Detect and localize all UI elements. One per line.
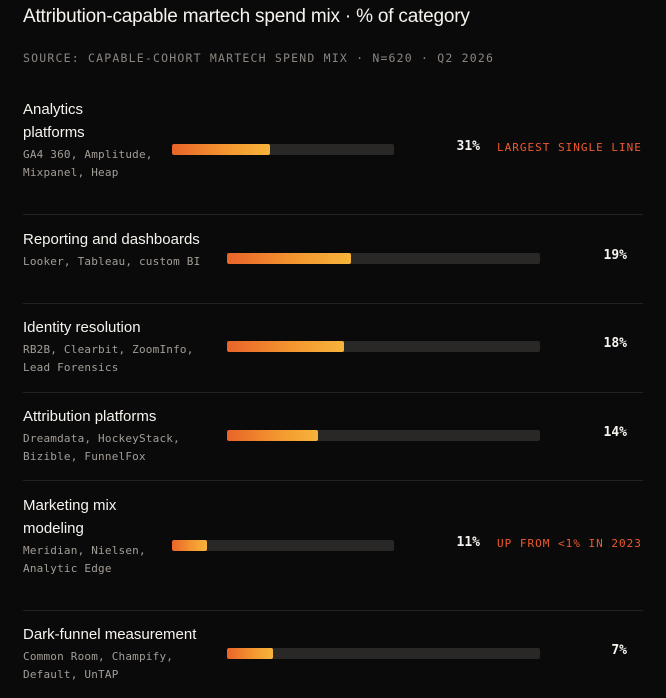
- value-label: 18%: [603, 336, 627, 351]
- value-label: 11%: [456, 535, 480, 550]
- annotation-note: UP FROM <1% IN 2023: [497, 537, 642, 550]
- vendor-list: Meridian, Nielsen, Analytic Edge: [23, 544, 146, 575]
- bar-track: [172, 540, 394, 551]
- row-divider: [23, 480, 643, 481]
- chart-source: SOURCE: CAPABLE-COHORT MARTECH SPEND MIX…: [23, 51, 495, 65]
- category-label: Marketing mix modeling: [23, 497, 117, 537]
- bar-fill: [227, 341, 345, 352]
- bar-fill: [227, 648, 273, 659]
- bar-track: [227, 253, 540, 264]
- bar-track: [227, 341, 540, 352]
- bar-track: [227, 430, 540, 441]
- row-divider: [23, 303, 643, 304]
- vendor-list: Looker, Tableau, custom BI: [23, 255, 201, 268]
- category-label: Identity resolution: [23, 319, 141, 336]
- category-label: Analytics platforms: [23, 101, 85, 141]
- row-divider: [23, 610, 643, 611]
- bar-track: [227, 648, 540, 659]
- vendor-list: Dreamdata, HockeyStack, Bizible, FunnelF…: [23, 432, 180, 463]
- bar-fill: [172, 540, 207, 551]
- vendor-list: Common Room, Champify, Default, UnTAP: [23, 650, 174, 681]
- bar-track: [172, 144, 394, 155]
- bar-fill: [172, 144, 271, 155]
- annotation-note: LARGEST SINGLE LINE: [497, 141, 642, 154]
- value-label: 7%: [611, 643, 627, 658]
- row-divider: [23, 392, 643, 393]
- category-label: Reporting and dashboards: [23, 231, 200, 248]
- category-label: Dark-funnel measurement: [23, 626, 197, 643]
- vendor-list: GA4 360, Amplitude, Mixpanel, Heap: [23, 148, 153, 179]
- chart-title: Attribution-capable martech spend mix · …: [23, 6, 470, 27]
- category-label: Attribution platforms: [23, 408, 157, 425]
- bar-fill: [227, 430, 319, 441]
- vendor-list: RB2B, Clearbit, ZoomInfo, Lead Forensics: [23, 343, 194, 374]
- bar-fill: [227, 253, 351, 264]
- row-divider: [23, 214, 643, 215]
- value-label: 19%: [603, 248, 627, 263]
- value-label: 31%: [456, 139, 480, 154]
- value-label: 14%: [603, 425, 627, 440]
